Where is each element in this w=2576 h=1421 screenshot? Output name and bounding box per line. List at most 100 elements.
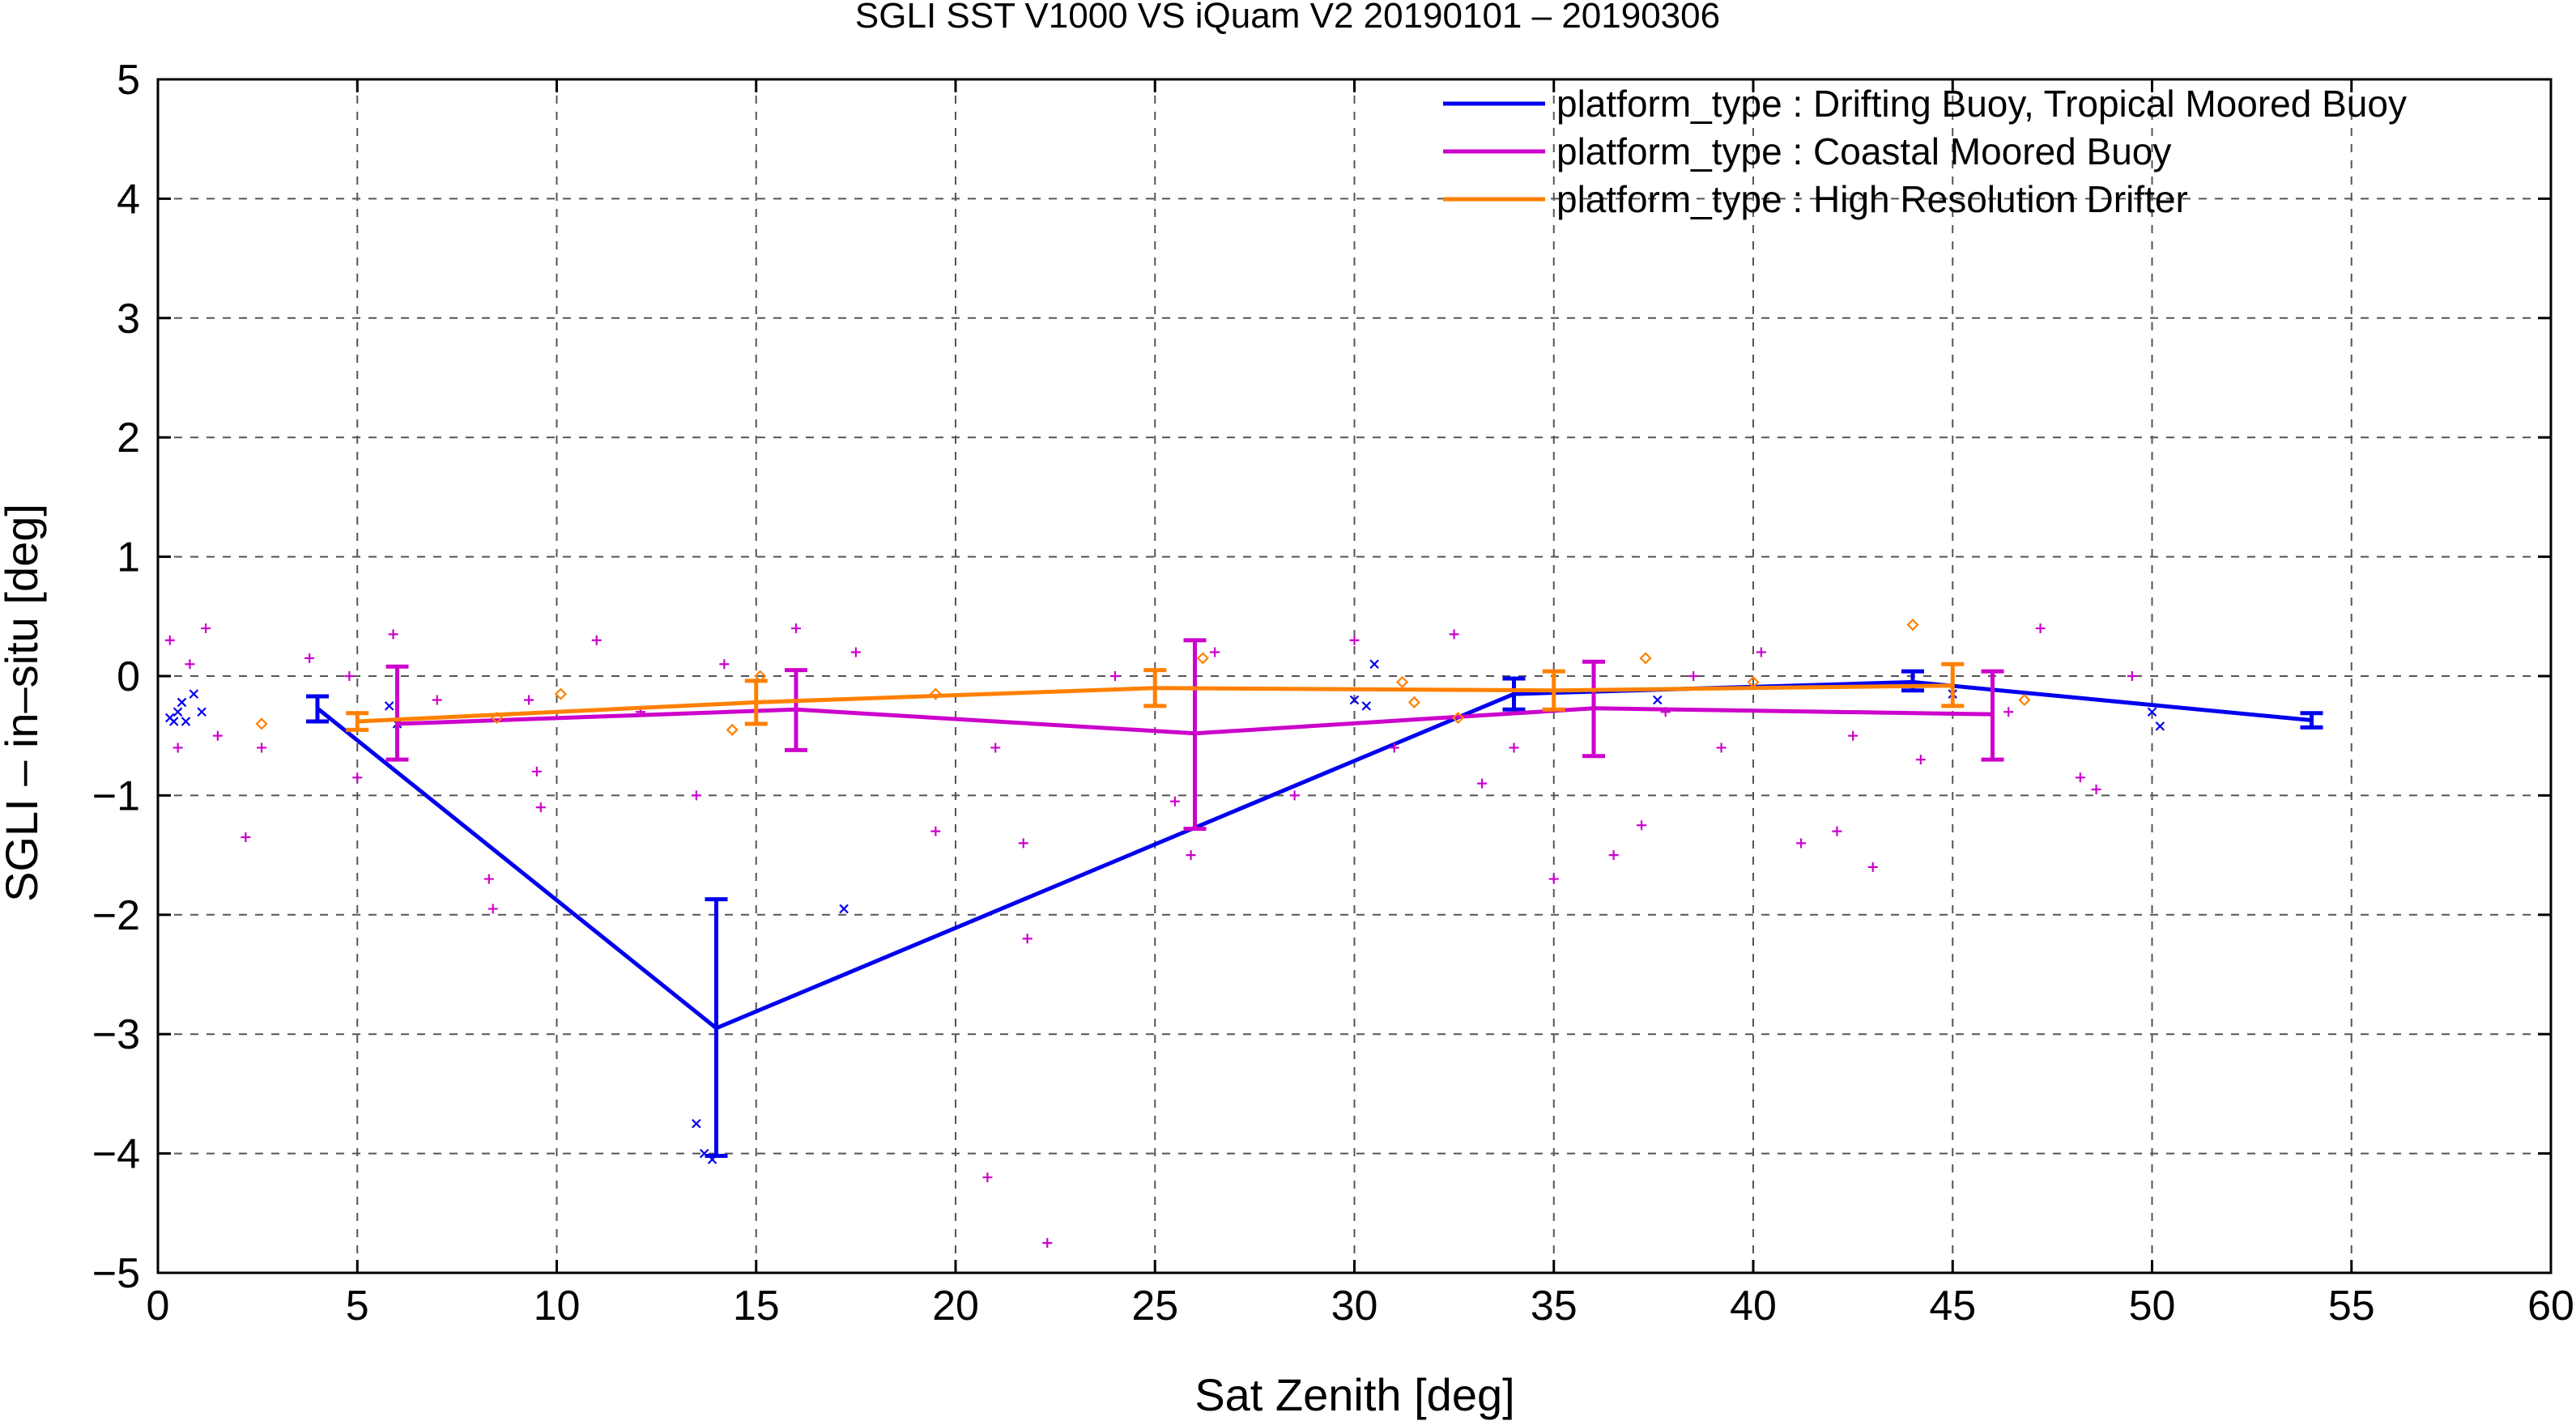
x-tick-label: 40 [1730, 1283, 1777, 1330]
data-point [839, 904, 849, 914]
data-point [535, 802, 546, 813]
legend-label: platform_type : High Resolution Drifter [1556, 178, 2188, 220]
data-point [181, 717, 191, 726]
data-point [726, 723, 739, 736]
data-point [2127, 671, 2137, 681]
data-point [177, 697, 187, 708]
data-point [531, 766, 542, 776]
data-point [1716, 742, 1727, 753]
data-point [168, 717, 179, 726]
data-point [1688, 671, 1699, 681]
data-point [1396, 675, 1409, 688]
data-point [591, 635, 602, 645]
data-point [791, 623, 801, 634]
data-point [1832, 826, 1842, 836]
data-point [432, 695, 442, 705]
data-point [212, 730, 223, 741]
data-point [352, 772, 363, 783]
y-tick-label: 4 [117, 176, 140, 223]
data-point [1653, 695, 1663, 705]
data-point [691, 790, 701, 801]
data-point [1867, 862, 1878, 872]
data-point [1042, 1238, 1053, 1249]
x-tick-label: 25 [1131, 1283, 1178, 1330]
y-tick-label: 2 [117, 415, 140, 462]
x-tick-label: 60 [2527, 1283, 2574, 1330]
data-point [172, 707, 183, 717]
y-tick-label: −2 [92, 892, 140, 939]
y-tick-label: −3 [92, 1011, 140, 1058]
y-axis-label: SGLI – in–situ [deg] [0, 504, 47, 902]
data-point [1637, 820, 1647, 831]
data-point [982, 1172, 993, 1183]
x-axis-label: Sat Zenith [deg] [1194, 1369, 1514, 1420]
data-point [929, 687, 942, 700]
data-point [388, 629, 398, 640]
y-tick-label: −4 [92, 1131, 140, 1178]
data-point [1451, 712, 1465, 725]
data-point [1361, 701, 1372, 711]
x-tick-label: 55 [2328, 1283, 2375, 1330]
data-point [304, 653, 315, 663]
data-point [2035, 623, 2046, 634]
data-point [1186, 850, 1196, 861]
legend: platform_type : Drifting Buoy, Tropical … [1443, 83, 2407, 220]
x-tick-label: 35 [1531, 1283, 1578, 1330]
x-tick-label: 45 [1929, 1283, 1976, 1330]
data-point [2147, 707, 2157, 717]
data-point [1407, 696, 1420, 708]
data-point [488, 904, 498, 914]
y-tick-label: 1 [117, 534, 140, 581]
data-point [344, 671, 355, 681]
data-point [1210, 647, 1220, 657]
x-tick-label: 50 [2129, 1283, 2176, 1330]
data-point [850, 647, 861, 657]
data-point [483, 874, 494, 884]
data-point [1018, 838, 1028, 849]
series-3 [255, 619, 2031, 736]
chart-title: SGLI SST V1000 VS iQuam V2 20190101 – 20… [855, 0, 1720, 36]
data-point [1449, 629, 1459, 640]
data-point [2091, 785, 2101, 795]
data-point [1022, 934, 1033, 944]
data-point [930, 826, 941, 836]
grid [158, 79, 2551, 1273]
data-point [172, 742, 183, 753]
data-point [197, 707, 207, 717]
legend-label: platform_type : Drifting Buoy, Tropical … [1556, 83, 2407, 125]
x-tick-label: 20 [932, 1283, 979, 1330]
series-2 [164, 623, 2137, 1249]
data-point [1608, 850, 1619, 861]
data-point [2003, 707, 2014, 717]
data-point [719, 659, 730, 670]
data-point [1915, 755, 1926, 765]
data-point [1796, 838, 1807, 849]
y-tick-label: 3 [117, 296, 140, 342]
data-point [990, 742, 1001, 753]
series-layer [164, 619, 2323, 1249]
data-point [2075, 772, 2085, 783]
x-tick-label: 5 [346, 1283, 369, 1330]
data-point [185, 659, 195, 670]
data-point [1389, 742, 1399, 753]
data-point [1349, 635, 1360, 645]
legend-label: platform_type : Coastal Moored Buoy [1556, 130, 2171, 172]
data-point [1169, 796, 1180, 806]
data-point [255, 717, 268, 730]
y-tick-label: 5 [117, 57, 140, 104]
data-point [1906, 619, 1919, 632]
data-point [384, 701, 394, 711]
data-point [524, 695, 534, 705]
y-tick-label: −1 [92, 772, 140, 819]
data-point [1289, 790, 1300, 801]
y-tick-label: −5 [92, 1250, 140, 1297]
series-1 [164, 659, 2323, 1164]
data-point [1639, 652, 1652, 665]
data-point [2018, 693, 2031, 707]
data-point [1756, 647, 1766, 657]
x-tick-label: 10 [534, 1283, 581, 1330]
data-point [2155, 721, 2165, 731]
series-line [316, 679, 2312, 1031]
data-point [554, 687, 567, 700]
